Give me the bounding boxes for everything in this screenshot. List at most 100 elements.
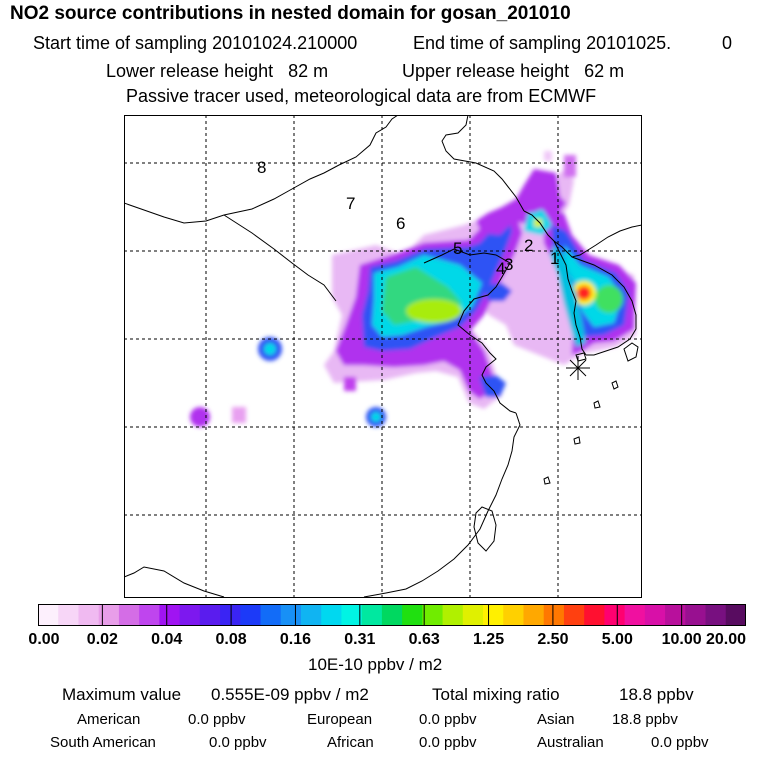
colorbar-cell (199, 604, 221, 626)
colorbar-separators (101, 604, 683, 626)
north-edge-blob (564, 155, 576, 177)
end-time-suffix: 0 (722, 33, 733, 53)
colorbar-cell (644, 604, 666, 626)
bohai-coast (423, 248, 511, 336)
region-name-asian: Asian (537, 711, 575, 728)
nested-domain-map: 8 7 6 5 4 3 2 1 (124, 115, 642, 598)
colorbar-cell (462, 604, 484, 626)
colorbar-cell (179, 604, 201, 626)
region-label-4: 4 (496, 259, 505, 278)
colorbar-cell (402, 604, 423, 626)
colorbar-cell (543, 604, 565, 626)
colorbar-tick-label: 0.31 (344, 631, 376, 648)
end-time-label: End time of sampling 20101025. (413, 33, 672, 53)
colorbar-cell (118, 604, 140, 626)
south-china-coast (124, 566, 225, 598)
region-name-european: European (307, 711, 373, 728)
colorbar-cell (38, 604, 59, 626)
korea-west-coast (553, 240, 587, 356)
manchuria-border (441, 115, 525, 212)
colorbar-tick-label: 5.00 (601, 631, 633, 648)
colorbar-cell (58, 604, 80, 626)
region-value-south-american: 0.0 ppbv (209, 734, 267, 751)
ryukyu-1 (611, 380, 619, 390)
colorbar-unit: 10E-10 ppbv / m2 (308, 655, 443, 674)
region-label-6: 6 (396, 214, 405, 233)
plot-title: NO2 source contributions in nested domai… (10, 3, 571, 24)
colorbar-cell (300, 604, 322, 626)
total-mixing-value: 18.8 ppbv (619, 685, 694, 704)
region-value-european: 0.0 ppbv (419, 711, 477, 728)
total-mixing-label: Total mixing ratio (432, 685, 560, 704)
region-value-asian: 18.8 ppbv (612, 711, 678, 728)
isolated-blob-3 (190, 407, 210, 427)
colorbar-cell (584, 604, 605, 626)
inner-border (223, 214, 337, 302)
colorbar-tick-label: 0.04 (151, 631, 183, 648)
ryukyu-3 (573, 436, 581, 445)
coastlines (124, 115, 642, 598)
colorbar-cell (665, 604, 686, 626)
region-labels: 8 7 6 5 4 3 2 1 (257, 158, 559, 278)
max-value-label: Maximum value (62, 685, 182, 704)
seoul-hotspot-red (577, 286, 591, 300)
colorbar-tick-label: 0.02 (86, 631, 118, 648)
colorbar-tick-label: 10.00 (661, 631, 702, 648)
korea-east-coast (571, 256, 637, 356)
region-label-1: 1 (550, 249, 559, 268)
colorbar-cell (361, 604, 383, 626)
taiwan (473, 506, 497, 552)
isolated-blob-4 (232, 407, 246, 423)
region-name-american: American (77, 711, 141, 728)
colorbar-cell (523, 604, 545, 626)
colorbar-cell (604, 604, 626, 626)
region-label-3: 3 (504, 255, 513, 274)
isolated-blob-2-core (371, 412, 381, 422)
region-value-african: 0.0 ppbv (419, 734, 477, 751)
colorbar-cell (280, 604, 302, 626)
colorbar-cell (685, 604, 707, 626)
region-value-american: 0.0 ppbv (188, 711, 246, 728)
region-name-south-american: South American (50, 734, 156, 751)
graticule (124, 115, 642, 598)
east-china-coast (363, 412, 521, 598)
colorbar-cell (624, 604, 646, 626)
lower-release-height: Lower release height 82 m (106, 61, 329, 81)
shandong-plume (479, 375, 506, 397)
colorbar-tick-label: 1.25 (472, 631, 505, 648)
ryukyu-2 (593, 400, 601, 409)
colorbar (38, 604, 746, 626)
colorbar-tick-label: 0.63 (408, 631, 440, 648)
colorbar-tick-label: 0.16 (279, 631, 312, 648)
colorbar-tick-label: 0.00 (28, 631, 60, 648)
upper-release-height: Upper release height 62 m (402, 61, 625, 81)
region-name-australian: Australian (537, 734, 604, 751)
gosan-station-star-icon (566, 356, 590, 380)
region-label-5: 5 (453, 239, 462, 258)
colorbar-tick-label: 2.50 (537, 631, 569, 648)
colorbar-tick-label: 20.00 (705, 631, 747, 648)
colorbar-cells (38, 604, 746, 626)
colorbar-cell (381, 604, 403, 626)
north-blob-yellow (534, 219, 542, 227)
liaodong-plume (484, 283, 512, 301)
ryukyu-4 (543, 476, 551, 485)
plume-yellowgreen-core (406, 299, 462, 323)
colorbar-cell (705, 604, 727, 626)
colorbar-cell (220, 604, 241, 626)
map-frame (124, 115, 642, 598)
jeju (575, 352, 587, 362)
colorbar-cell (725, 604, 746, 626)
region-name-african: African (327, 734, 374, 751)
tracer-note: Passive tracer used, meteorological data… (126, 86, 597, 106)
start-time-label: Start time of sampling 20101024.210000 (33, 33, 358, 53)
region-label-2: 2 (524, 236, 533, 255)
colorbar-cell (321, 604, 343, 626)
japan-kyushu (623, 342, 639, 362)
colorbar-cell (442, 604, 464, 626)
colorbar-cell (240, 604, 262, 626)
shandong-coast (469, 334, 517, 414)
colorbar-cell (341, 604, 363, 626)
korea-plume-green (595, 285, 623, 313)
north-edge-blob-2 (544, 151, 552, 161)
